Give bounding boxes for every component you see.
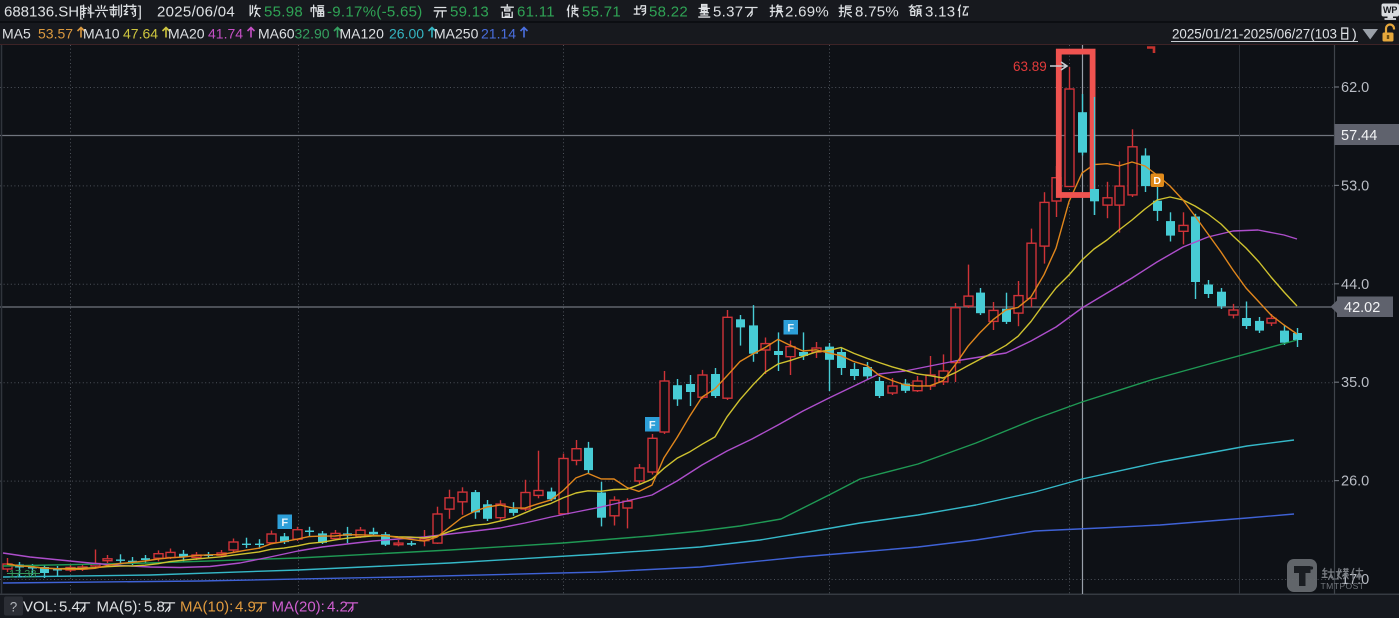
svg-text:MA10: MA10	[83, 26, 120, 42]
svg-text:5.4: 5.4	[59, 599, 80, 616]
svg-text:MA5: MA5	[2, 26, 31, 42]
svg-text:47.64: 47.64	[123, 26, 158, 42]
svg-text:MA120: MA120	[340, 26, 385, 42]
svg-text:32.90: 32.90	[295, 26, 330, 42]
svg-text:5.37: 5.37	[713, 4, 743, 21]
svg-text:4.2: 4.2	[327, 599, 348, 616]
svg-text:5.8: 5.8	[144, 599, 165, 616]
svg-text:63.89: 63.89	[1013, 59, 1047, 74]
svg-text:2025/01/21-2025/06/27(103: 2025/01/21-2025/06/27(103	[1172, 27, 1337, 43]
svg-text:26.0: 26.0	[1341, 474, 1369, 490]
svg-text:WP: WP	[1383, 5, 1398, 15]
svg-text:TMTPOST: TMTPOST	[1321, 581, 1365, 591]
svg-text:59.13: 59.13	[450, 4, 489, 21]
svg-text:55.71: 55.71	[582, 4, 621, 21]
svg-text:2.69%: 2.69%	[785, 4, 829, 21]
svg-text:17.38: 17.38	[9, 569, 37, 581]
svg-text:): )	[1352, 27, 1357, 43]
svg-text:F: F	[281, 517, 288, 529]
svg-text:MA(10):: MA(10):	[180, 599, 233, 616]
svg-text:]: ]	[138, 4, 142, 21]
svg-text:688136.SH[: 688136.SH[	[4, 4, 84, 21]
svg-text:53.57: 53.57	[38, 26, 73, 42]
svg-text:55.98: 55.98	[264, 4, 303, 21]
svg-text:35.0: 35.0	[1341, 375, 1369, 391]
svg-text:VOL:: VOL:	[23, 599, 57, 616]
svg-text:MA20: MA20	[168, 26, 205, 42]
svg-text:4.9: 4.9	[235, 599, 256, 616]
svg-text:21.14: 21.14	[481, 26, 516, 42]
svg-text:61.11: 61.11	[517, 4, 555, 21]
svg-text:MA250: MA250	[434, 26, 479, 42]
svg-text:-9.17%(-5.65): -9.17%(-5.65)	[327, 4, 423, 21]
svg-text:MA(20):: MA(20):	[272, 599, 325, 616]
svg-text:MA(5):: MA(5):	[97, 599, 142, 616]
svg-text:58.22: 58.22	[649, 4, 688, 21]
svg-text:41.74: 41.74	[208, 26, 243, 42]
svg-text:62.0: 62.0	[1341, 80, 1369, 96]
svg-text:F: F	[787, 323, 794, 335]
svg-text:17.0: 17.0	[1341, 572, 1369, 588]
svg-text:8.75%: 8.75%	[855, 4, 899, 21]
svg-text:53.0: 53.0	[1341, 178, 1369, 194]
svg-text:F: F	[649, 420, 656, 432]
svg-text:44.0: 44.0	[1341, 277, 1369, 293]
svg-text:?: ?	[10, 600, 18, 615]
svg-text:2025/06/04: 2025/06/04	[157, 4, 235, 21]
svg-text:D: D	[1153, 175, 1161, 187]
svg-text:MA60: MA60	[258, 26, 295, 42]
svg-text:3.13: 3.13	[925, 4, 955, 21]
svg-text:57.44: 57.44	[1341, 128, 1377, 144]
svg-text:42.02: 42.02	[1344, 300, 1380, 316]
svg-text:26.00: 26.00	[389, 26, 424, 42]
